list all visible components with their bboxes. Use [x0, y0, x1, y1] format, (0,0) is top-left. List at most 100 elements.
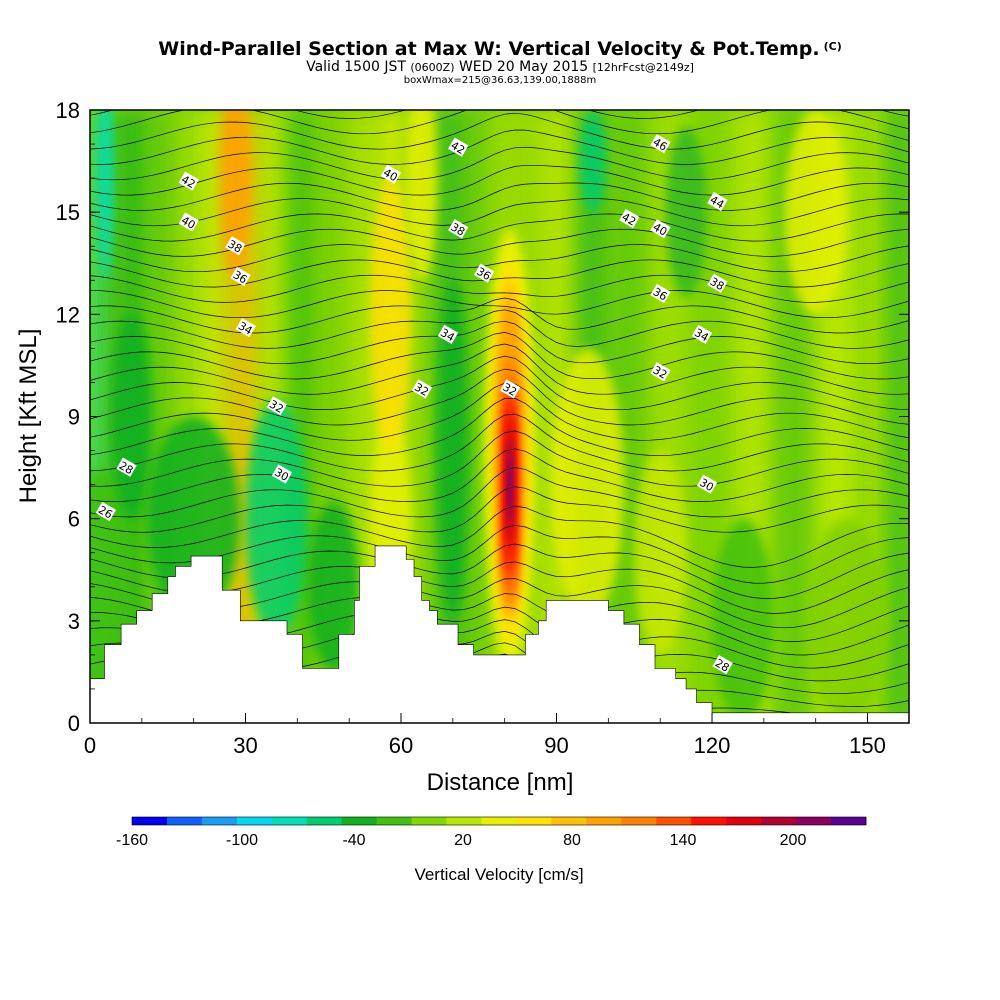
- isentrope-label: 40: [650, 219, 671, 239]
- colorbar-label: 20: [454, 832, 472, 849]
- valid-prefix: Valid 1500 JST: [306, 59, 406, 75]
- isentrope-label-box: [95, 501, 117, 522]
- isentrope-line: [90, 382, 909, 441]
- x-tick-label: 60: [389, 733, 413, 758]
- isentrope-label: 42: [178, 171, 199, 191]
- y-tick-label: 12: [56, 302, 80, 327]
- isentrope-label-box: [707, 191, 728, 212]
- velocity-patch: [245, 399, 308, 638]
- x-tick-label: 150: [849, 733, 886, 758]
- isentrope-label: 32: [411, 379, 433, 399]
- isentrope-label-text: 32: [267, 398, 286, 416]
- isentrope-line: [90, 343, 909, 395]
- isentrope-label: 34: [691, 324, 713, 344]
- chart-title: Wind-Parallel Section at Max W: Vertical…: [0, 36, 1000, 60]
- isentrope-label-text: 36: [231, 268, 250, 286]
- isentrope-labels: 26 28 28 30 30 32 32 32 32 34 34 34 36 36 36 38 38 38 40 40…: [95, 134, 733, 675]
- isentrope-label: 44: [707, 191, 728, 212]
- isentrope-label-text: 40: [381, 166, 400, 184]
- isentrope-label-box: [437, 324, 459, 344]
- colorbar-swatch: [551, 817, 587, 825]
- colorbar-swatch: [481, 817, 517, 825]
- y-tick-label: 15: [56, 200, 80, 225]
- velocity-patch: [219, 110, 251, 281]
- isentrope-line: [90, 524, 909, 584]
- isentrope-label-text: 38: [226, 238, 245, 256]
- isentrope-line: [90, 259, 909, 288]
- colorbar-swatch: [621, 817, 657, 825]
- vertical-velocity-field: [90, 110, 909, 723]
- isentrope-line: [90, 182, 909, 211]
- colorbar-swatch: [132, 817, 168, 825]
- colorbar-label: -100: [226, 832, 258, 849]
- terrain-mask: [90, 545, 909, 723]
- velocity-patch: [406, 110, 438, 281]
- y-tick-label: 3: [68, 609, 80, 634]
- velocity-patch: [665, 127, 707, 298]
- isentrope-label-text: 40: [179, 214, 198, 232]
- isentrope-label-box: [178, 212, 199, 232]
- colorbar-swatch: [761, 817, 797, 825]
- isentrope-line: [90, 198, 909, 227]
- colorbar-label: -160: [116, 832, 148, 849]
- isentrope-label: 38: [225, 236, 246, 256]
- plot-area: 26 28 28 30 30 32 32 32 32 34 34 34 36 36 36 38 38 38 40 40…: [90, 110, 909, 723]
- isentrope-label-text: 34: [236, 319, 255, 337]
- isentrope-label-box: [473, 263, 495, 283]
- valid-time-line: Valid 1500 JST (0600Z) WED 20 May 2015 […: [0, 60, 1000, 75]
- isentrope-label-box: [650, 219, 671, 239]
- colorbar-swatch: [166, 817, 203, 825]
- isentrope-label-box: [499, 379, 521, 399]
- isentrope-label-box: [235, 317, 256, 338]
- velocity-patch: [437, 280, 469, 621]
- isentrope-label-box: [380, 164, 402, 184]
- isentrope-label: 40: [380, 164, 402, 184]
- isentrope-line: [90, 164, 909, 196]
- isentrope-label-text: 42: [179, 173, 198, 191]
- chart-header: Wind-Parallel Section at Max W: Vertical…: [0, 36, 1000, 87]
- isentrope-label: 42: [448, 137, 469, 157]
- isentrope-label-box: [691, 324, 713, 344]
- valid-utc: (0600Z): [410, 61, 455, 74]
- isentrope-line: [90, 309, 909, 349]
- isentrope-line: [90, 430, 909, 487]
- isentrope-label-box: [116, 457, 137, 477]
- isentrope-line: [90, 355, 909, 411]
- isentrope-label-text: 30: [697, 476, 716, 494]
- colorbar-label: -40: [342, 832, 365, 849]
- isentrope-label: 36: [473, 263, 495, 283]
- isentrope-label-text: 40: [651, 221, 670, 239]
- colorbar-swatch: [656, 817, 692, 825]
- isentrope-label-text: 32: [651, 364, 670, 382]
- isentrope-label: 36: [230, 266, 251, 287]
- isentrope-label: 30: [271, 464, 293, 484]
- isentrope-line: [90, 129, 909, 165]
- colorbar-swatch: [691, 817, 727, 825]
- isentrope-line: [90, 467, 909, 518]
- colorbar: -160 -100 -40 20 80 140 200: [116, 816, 867, 849]
- isentrope-label-box: [225, 236, 246, 256]
- isentrope-label-text: 26: [96, 503, 115, 521]
- x-tick-label: 120: [694, 733, 731, 758]
- isentrope-label: 34: [437, 324, 459, 344]
- isentrope-label-box: [650, 362, 671, 382]
- isentrope-line: [90, 112, 909, 150]
- colorbar-title: Vertical Velocity [cm/s]: [414, 865, 583, 884]
- colorbar-swatch: [236, 817, 273, 825]
- velocity-patch: [712, 518, 775, 723]
- colorbar-swatch: [586, 817, 622, 825]
- colorbar-label: 200: [780, 832, 807, 849]
- isentrope-label: 40: [178, 212, 199, 232]
- isentrope-label-box: [619, 208, 640, 229]
- x-tick-label: 90: [544, 733, 568, 758]
- isentrope-label: 34: [235, 317, 256, 338]
- isentrope-label-box: [230, 266, 251, 287]
- potential-temperature-contours: [90, 110, 909, 721]
- y-tick-label: 9: [68, 405, 80, 430]
- isentrope-line: [90, 332, 909, 380]
- valid-date: WED 20 May 2015: [458, 59, 589, 75]
- colorbar-swatch: [516, 817, 552, 825]
- updraft-core-ring: [508, 457, 512, 512]
- isentrope-label-box: [271, 464, 293, 484]
